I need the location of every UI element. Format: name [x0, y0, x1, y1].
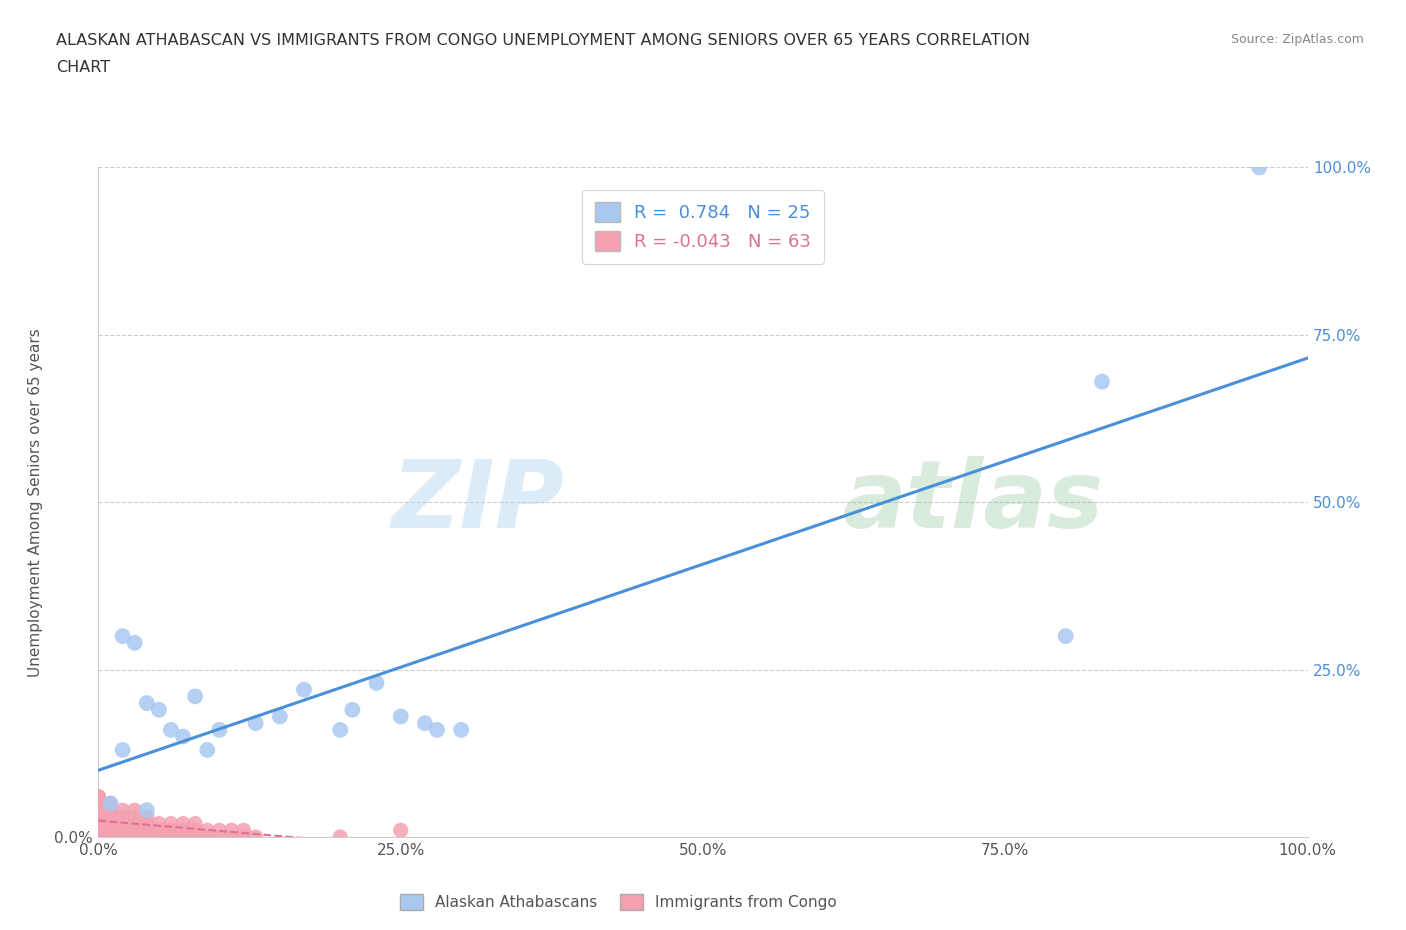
Point [148, 702, 170, 717]
Point [245, 830, 267, 844]
Point [195, 823, 218, 838]
Point [124, 809, 146, 824]
Point [195, 742, 218, 757]
Point [148, 823, 170, 838]
Point [366, 675, 388, 690]
Point [342, 702, 364, 717]
Point [87, 830, 110, 844]
Point [232, 823, 254, 838]
Point [221, 830, 243, 844]
Point [329, 723, 352, 737]
Point [124, 830, 146, 844]
Point [87, 809, 110, 824]
Text: CHART: CHART [56, 60, 110, 75]
Point [87, 796, 110, 811]
Point [124, 817, 146, 831]
Point [87, 817, 110, 831]
Point [184, 817, 207, 831]
Point [135, 823, 157, 838]
Point [172, 817, 194, 831]
Point [100, 830, 122, 844]
Point [329, 830, 352, 844]
Point [221, 823, 243, 838]
Point [135, 803, 157, 817]
Point [184, 830, 207, 844]
Text: Source: ZipAtlas.com: Source: ZipAtlas.com [1230, 33, 1364, 46]
Point [100, 817, 122, 831]
Point [208, 830, 231, 844]
Point [87, 817, 110, 831]
Point [87, 803, 110, 817]
Point [135, 823, 157, 838]
Point [111, 830, 134, 844]
Point [124, 803, 146, 817]
Point [87, 809, 110, 824]
Point [208, 823, 231, 838]
Point [148, 817, 170, 831]
Point [135, 817, 157, 831]
Y-axis label: Unemployment Among Seniors over 65 years: Unemployment Among Seniors over 65 years [28, 328, 44, 677]
Point [111, 629, 134, 644]
Point [100, 796, 122, 811]
Point [135, 809, 157, 824]
Point [208, 723, 231, 737]
Point [87, 790, 110, 804]
Point [111, 817, 134, 831]
Point [172, 830, 194, 844]
Point [160, 830, 183, 844]
Point [100, 823, 122, 838]
Point [389, 709, 412, 724]
Point [292, 683, 315, 698]
Point [87, 803, 110, 817]
Point [160, 823, 183, 838]
Point [160, 723, 183, 737]
Point [135, 696, 157, 711]
Point [389, 823, 412, 838]
Point [87, 790, 110, 804]
Point [111, 742, 134, 757]
Point [172, 729, 194, 744]
Point [172, 823, 194, 838]
Point [87, 796, 110, 811]
Point [269, 709, 291, 724]
Point [87, 830, 110, 844]
Point [100, 809, 122, 824]
Point [100, 796, 122, 811]
Point [232, 830, 254, 844]
Point [1054, 629, 1077, 644]
Point [111, 803, 134, 817]
Point [426, 723, 449, 737]
Point [124, 823, 146, 838]
Point [87, 823, 110, 838]
Point [111, 823, 134, 838]
Point [184, 823, 207, 838]
Text: ZIP: ZIP [391, 457, 564, 548]
Point [245, 716, 267, 731]
Point [135, 830, 157, 844]
Point [100, 809, 122, 824]
Point [450, 723, 472, 737]
Text: atlas: atlas [842, 457, 1104, 548]
Point [160, 817, 183, 831]
Point [100, 817, 122, 831]
Point [195, 830, 218, 844]
Point [87, 823, 110, 838]
Point [413, 716, 436, 731]
Legend: Alaskan Athabascans, Immigrants from Congo: Alaskan Athabascans, Immigrants from Con… [394, 888, 844, 916]
Point [100, 803, 122, 817]
Point [1091, 374, 1114, 389]
Point [148, 830, 170, 844]
Point [100, 803, 122, 817]
Point [1249, 160, 1271, 175]
Point [124, 635, 146, 650]
Point [100, 823, 122, 838]
Point [111, 809, 134, 824]
Text: ALASKAN ATHABASCAN VS IMMIGRANTS FROM CONGO UNEMPLOYMENT AMONG SENIORS OVER 65 Y: ALASKAN ATHABASCAN VS IMMIGRANTS FROM CO… [56, 33, 1031, 47]
Point [184, 689, 207, 704]
Point [87, 823, 110, 838]
